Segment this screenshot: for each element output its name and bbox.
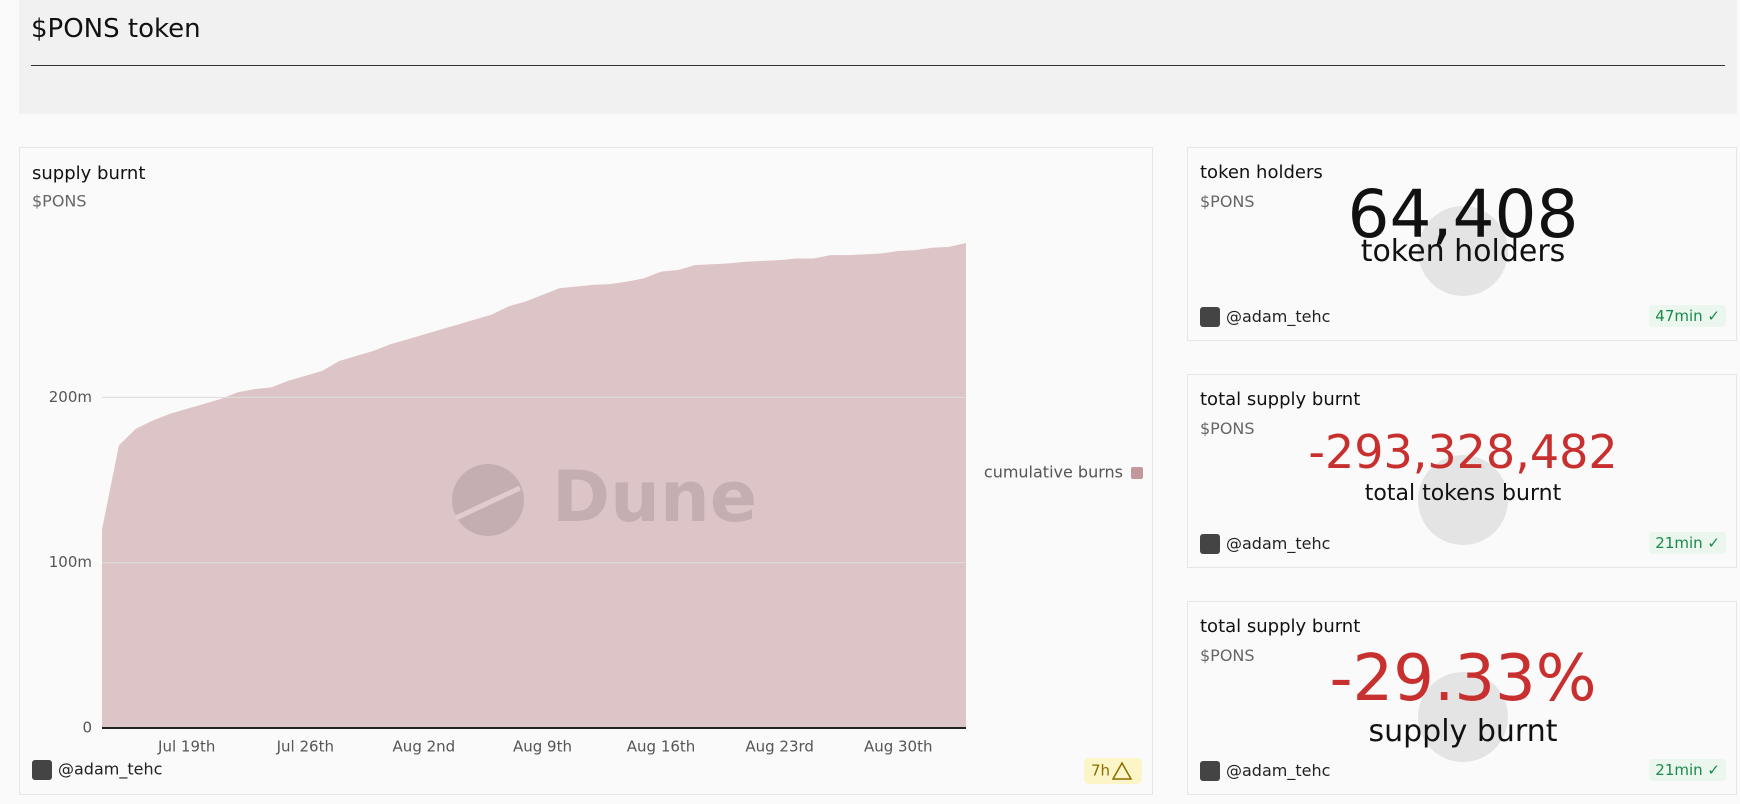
warning-icon xyxy=(1111,761,1133,780)
y-tick-label: 100m xyxy=(49,553,92,571)
counter-label: token holders xyxy=(1360,234,1566,269)
chart: supply burnt $PONS Dune @adam_tehc 7h 0 1… xyxy=(32,163,1143,784)
age: 21min ✓ xyxy=(1649,759,1726,781)
chart-card: supply burnt $PONS Dune @adam_tehc 7h 0 1… xyxy=(19,147,1153,795)
age-text: 21min xyxy=(1655,761,1703,779)
legend-swatch xyxy=(1131,467,1143,479)
x-tick-label: Jul 26th xyxy=(276,738,334,756)
chart-subtitle: $PONS xyxy=(32,192,87,211)
author: @adam_tehc xyxy=(58,760,162,780)
counter-card: total supply burnt $PONS -29.33% supply … xyxy=(1187,601,1737,795)
chart-title: supply burnt xyxy=(32,163,145,184)
counter-value: -29.33% xyxy=(1329,642,1597,716)
watermark-circle xyxy=(1418,206,1508,296)
x-tick-label: Aug 2nd xyxy=(393,738,456,756)
age: 7h xyxy=(1091,762,1110,780)
watermark-circle xyxy=(1418,455,1508,545)
counter-subtitle: $PONS xyxy=(1200,192,1255,211)
avatar xyxy=(1200,761,1220,781)
area xyxy=(102,243,966,728)
age-text: 21min xyxy=(1655,534,1703,552)
x-tick-label: Aug 9th xyxy=(513,738,572,756)
watermark-text: Dune xyxy=(552,456,757,538)
x-tick-label: Aug 23rd xyxy=(745,738,814,756)
y-tick-label: 0 xyxy=(82,719,92,737)
counter-card: token holders $PONS 64,408 token holders… xyxy=(1187,147,1737,341)
counter-label: supply burnt xyxy=(1368,714,1558,749)
author: @adam_tehc xyxy=(1226,534,1331,553)
counter-card: total supply burnt $PONS -293,328,482 to… xyxy=(1187,374,1737,568)
author: @adam_tehc xyxy=(1226,761,1331,780)
counter-value: 64,408 xyxy=(1347,176,1579,253)
watermark-circle xyxy=(1418,672,1508,762)
avatar xyxy=(1200,534,1220,554)
watermark: Dune xyxy=(452,456,757,538)
divider xyxy=(31,65,1725,66)
dashboard-title: $PONS token xyxy=(31,14,201,44)
counter-subtitle: $PONS xyxy=(1200,419,1255,438)
counter-subtitle: $PONS xyxy=(1200,646,1255,665)
counter-value: -293,328,482 xyxy=(1308,425,1618,479)
legend-label: cumulative burns xyxy=(984,463,1123,482)
x-tick-label: Jul 19th xyxy=(157,738,215,756)
age-text: 47min xyxy=(1655,307,1703,325)
counter-title: token holders xyxy=(1200,162,1323,183)
age: 21min ✓ xyxy=(1649,532,1726,554)
counter-label: total tokens burnt xyxy=(1364,481,1562,506)
author: @adam_tehc xyxy=(1226,307,1331,326)
header: $PONS token xyxy=(19,0,1737,114)
counter-title: total supply burnt xyxy=(1200,616,1361,637)
counter-title: total supply burnt xyxy=(1200,389,1361,410)
avatar xyxy=(32,760,52,780)
x-tick-label: Aug 16th xyxy=(627,738,696,756)
age-badge xyxy=(1084,758,1142,784)
y-tick-label: 200m xyxy=(49,388,92,406)
x-tick-label: Aug 30th xyxy=(864,738,933,756)
age: 47min ✓ xyxy=(1649,305,1726,327)
avatar xyxy=(1200,307,1220,327)
